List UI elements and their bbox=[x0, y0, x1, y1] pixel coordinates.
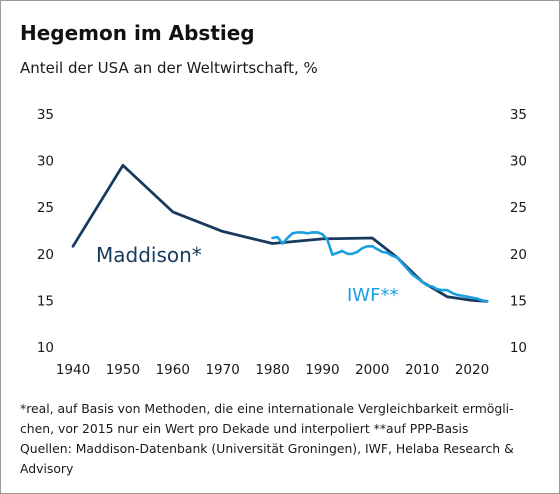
footnote-line: Quellen: Maddison-Datenbank (Universität… bbox=[20, 441, 514, 456]
x-tick-label: 2010 bbox=[405, 362, 439, 378]
series-label: Maddison* bbox=[96, 243, 202, 267]
y-tick-label-right: 25 bbox=[510, 200, 527, 216]
series-line bbox=[71, 163, 489, 303]
x-tick-label: 1960 bbox=[156, 362, 190, 378]
series-line bbox=[271, 231, 489, 303]
x-tick-label: 1970 bbox=[205, 362, 239, 378]
x-tick-label: 1990 bbox=[305, 362, 339, 378]
footnote-line: *real, auf Basis von Methoden, die eine … bbox=[20, 401, 514, 416]
line-chart: 10 15 20 25 30 35 10 15 20 25 30 35 1940 1950 1960 1970… bbox=[37, 107, 527, 378]
x-tick-label: 1950 bbox=[106, 362, 140, 378]
chart-title: Hegemon im Abstieg bbox=[20, 21, 255, 45]
y-tick-label-left: 25 bbox=[37, 200, 54, 216]
y-tick-label-left: 15 bbox=[37, 293, 54, 309]
y-tick-label-left: 35 bbox=[37, 107, 54, 123]
y-tick-label-right: 35 bbox=[510, 107, 527, 123]
footnote-line: Advisory bbox=[20, 461, 74, 476]
chart-subtitle: Anteil der USA an der Weltwirtschaft, % bbox=[20, 59, 318, 77]
y-tick-label-left: 10 bbox=[37, 340, 54, 356]
x-tick-label: 1940 bbox=[56, 362, 90, 378]
y-tick-label-right: 20 bbox=[510, 247, 527, 263]
y-tick-label-left: 30 bbox=[37, 154, 54, 170]
x-tick-label: 2000 bbox=[355, 362, 389, 378]
y-tick-label-right: 10 bbox=[510, 340, 527, 356]
y-tick-label-right: 15 bbox=[510, 293, 527, 309]
y-tick-label-left: 20 bbox=[37, 247, 54, 263]
x-tick-label: 1980 bbox=[255, 362, 289, 378]
footnote-line: chen, vor 2015 nur ein Wert pro Dekade u… bbox=[20, 421, 469, 436]
x-tick-label: 2020 bbox=[455, 362, 489, 378]
footnote: *real, auf Basis von Methoden, die eine … bbox=[20, 399, 545, 479]
y-tick-label-right: 30 bbox=[510, 154, 527, 170]
series-label: IWF** bbox=[347, 285, 398, 306]
